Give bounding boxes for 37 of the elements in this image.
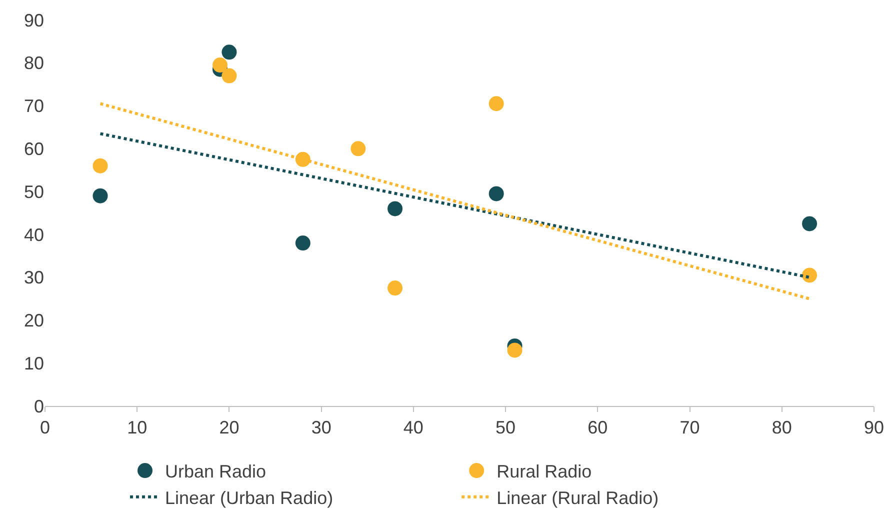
x-tick-label: 20 — [219, 418, 240, 438]
y-tick-label: 80 — [24, 53, 44, 74]
x-tick-label: 50 — [496, 418, 516, 438]
point — [388, 280, 403, 296]
point — [488, 96, 504, 112]
point — [92, 158, 108, 174]
point — [802, 268, 818, 283]
y-tick-label: 10 — [24, 353, 44, 374]
point — [350, 141, 366, 156]
point — [507, 342, 522, 358]
y-tick-label: 60 — [24, 138, 44, 159]
legend-label: Urban Radio — [165, 462, 266, 482]
point — [802, 216, 818, 232]
x-tick-label: 30 — [311, 418, 332, 438]
legend-label: Linear (Urban Radio) — [165, 488, 334, 508]
point — [92, 188, 108, 204]
point — [222, 44, 237, 60]
x-tick-label: 60 — [588, 418, 608, 438]
y-tick-label: 0 — [34, 396, 44, 416]
y-tick-label: 20 — [24, 310, 44, 331]
x-tick-label: 40 — [403, 418, 424, 438]
y-tick-label: 70 — [24, 96, 44, 116]
point — [295, 236, 310, 251]
y-tick-label: 40 — [24, 224, 44, 245]
x-tick-label: 10 — [127, 418, 148, 438]
x-tick-label: 70 — [680, 418, 700, 438]
point — [388, 201, 403, 216]
point — [212, 58, 228, 73]
legend-label: Linear (Rural Radio) — [496, 488, 659, 508]
y-tick-label: 90 — [24, 10, 44, 30]
point — [488, 186, 504, 202]
x-tick-label: 90 — [864, 418, 884, 438]
legend-label: Rural Radio — [496, 462, 592, 482]
y-tick-label: 50 — [24, 182, 44, 202]
y-tick-label: 30 — [24, 268, 44, 288]
point — [222, 68, 237, 84]
x-tick-label: 80 — [772, 418, 792, 438]
